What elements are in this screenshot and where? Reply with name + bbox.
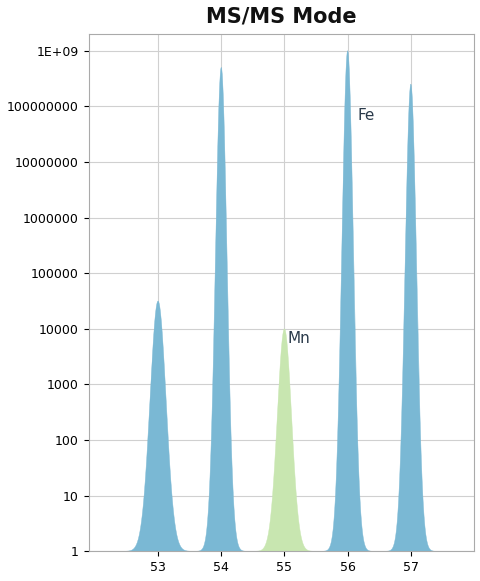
Polygon shape — [255, 329, 313, 551]
Polygon shape — [385, 84, 434, 551]
Title: MS/MS Mode: MS/MS Mode — [205, 7, 356, 27]
Polygon shape — [196, 67, 245, 551]
Polygon shape — [322, 51, 372, 551]
Text: Fe: Fe — [356, 108, 374, 123]
Text: Mn: Mn — [287, 331, 310, 346]
Polygon shape — [125, 301, 191, 551]
